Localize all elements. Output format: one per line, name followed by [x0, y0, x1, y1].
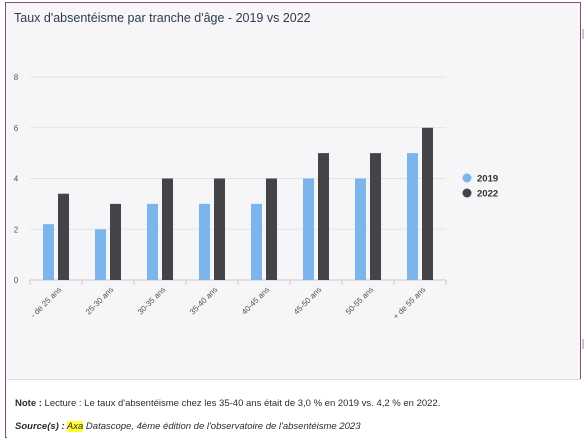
- legend-label-2019: 2019: [477, 174, 498, 185]
- x-tick-label: 45-50 ans: [292, 285, 324, 317]
- x-tick-label: 30-35 ans: [136, 285, 168, 317]
- chart-title: Taux d'absentéisme par tranche d'âge - 2…: [14, 11, 311, 25]
- x-tick-label: 25-30 ans: [84, 285, 116, 317]
- y-axis: 0 2 4 6 8: [14, 73, 19, 285]
- bar-2022: [422, 127, 433, 280]
- bar-2019: [303, 178, 314, 280]
- bars: [43, 127, 433, 280]
- y-tick-label: 2: [14, 225, 19, 234]
- source-highlight: Axa: [66, 421, 84, 432]
- legend-marker-2022: [462, 188, 472, 198]
- bar-2019: [251, 203, 262, 280]
- x-tick-label: 50-55 ans: [344, 285, 376, 317]
- gridlines: [30, 76, 446, 281]
- legend: 2019 2022: [462, 173, 498, 200]
- bar-2022: [110, 203, 121, 280]
- legend-marker-2019: [462, 173, 472, 183]
- bar-2019: [95, 229, 106, 280]
- source-text: Datascope, 4ème édition de l'observatoir…: [83, 421, 361, 432]
- x-tick-label: - de 25 ans: [29, 285, 64, 320]
- scroll-marker: [582, 29, 584, 39]
- bar-2022: [370, 153, 381, 280]
- source-label: Source(s) :: [15, 421, 65, 432]
- x-tick-label: + de 55 ans: [391, 285, 427, 321]
- y-tick-label: 4: [14, 175, 19, 184]
- bar-chart: 0 2 4 6 8 - de 25 ans 25-30 ans 30-35 ans 35-40…: [14, 73, 498, 321]
- note-label: Note :: [15, 398, 42, 409]
- bar-2022: [214, 178, 225, 280]
- legend-label-2022: 2022: [477, 189, 498, 200]
- bar-2019: [355, 178, 366, 280]
- y-tick-label: 8: [14, 73, 19, 82]
- x-tick-label: 35-40 ans: [188, 285, 220, 317]
- note-line: Note : Lecture : Le taux d'absentéisme c…: [15, 398, 440, 409]
- x-axis: - de 25 ans 25-30 ans 30-35 ans 35-40 ans 40…: [29, 280, 447, 321]
- x-tick-label: 40-45 ans: [240, 285, 272, 317]
- scroll-marker: [582, 339, 584, 349]
- bar-2019: [407, 153, 418, 280]
- note-text: Lecture : Le taux d'absentéisme chez les…: [41, 398, 441, 409]
- y-tick-label: 6: [14, 124, 19, 133]
- bar-2019: [43, 224, 54, 280]
- bar-2022: [58, 193, 69, 280]
- chart-footer: Note : Lecture : Le taux d'absentéisme c…: [7, 379, 581, 439]
- bar-2022: [318, 153, 329, 280]
- source-line: Source(s) : Axa Datascope, 4ème édition …: [15, 421, 361, 432]
- y-tick-label: 0: [14, 276, 19, 285]
- bar-2019: [199, 203, 210, 280]
- bar-2019: [147, 203, 158, 280]
- bar-2022: [162, 178, 173, 280]
- bar-2022: [266, 178, 277, 280]
- chart-card: Taux d'absentéisme par tranche d'âge - 2…: [5, 2, 584, 439]
